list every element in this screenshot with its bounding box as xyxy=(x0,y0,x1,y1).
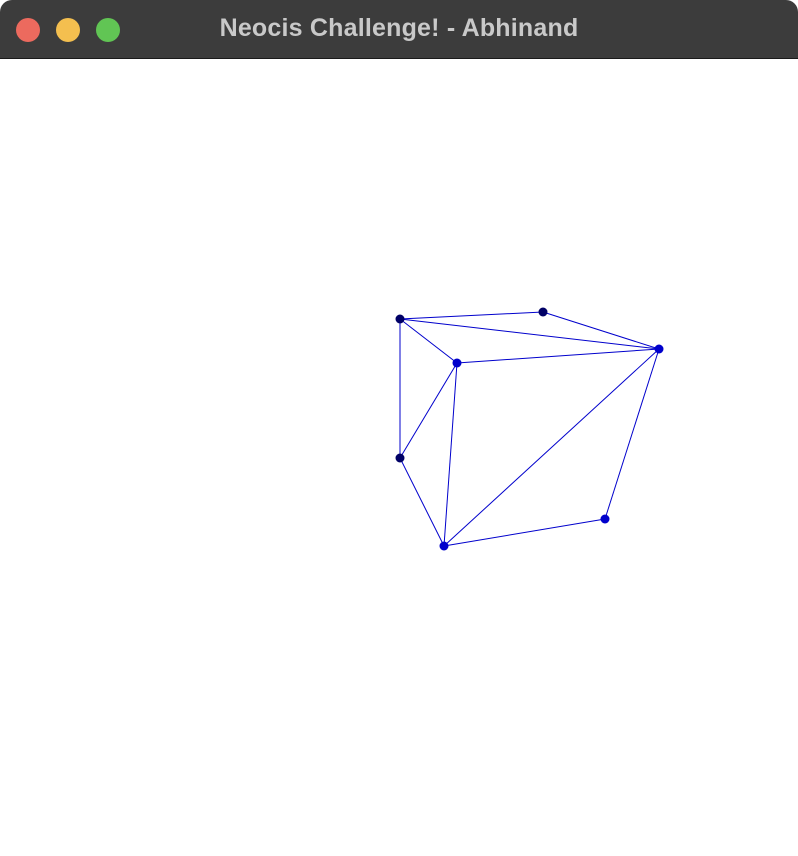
close-window-button[interactable] xyxy=(16,18,40,42)
graph-node-n6[interactable] xyxy=(439,541,449,551)
graph-edge-n5-n4 xyxy=(399,362,458,459)
graph-edge-n1-n2 xyxy=(399,311,544,320)
graph-edge-n3-n7 xyxy=(604,348,660,520)
graph-edge-n2-n3 xyxy=(542,311,660,350)
title-bar[interactable]: Neocis Challenge! - Abhinand xyxy=(0,0,798,59)
minimize-window-button[interactable] xyxy=(56,18,80,42)
graph-node-n2[interactable] xyxy=(538,307,548,317)
graph-edge-n4-n3 xyxy=(456,348,660,364)
zoom-window-button[interactable] xyxy=(96,18,120,42)
graph-nodes[interactable] xyxy=(395,307,664,551)
graph-node-n7[interactable] xyxy=(600,514,610,524)
graph-node-n1[interactable] xyxy=(395,314,405,324)
graph-edge-n6-n3 xyxy=(443,348,660,547)
graph-edge-n1-n4 xyxy=(399,318,458,364)
graph-node-n3[interactable] xyxy=(654,344,664,354)
graph-edge-n7-n6 xyxy=(443,518,606,547)
graph-edge-n5-n6 xyxy=(399,457,445,547)
graph-edge-n1-n3 xyxy=(399,318,660,350)
graph-edge-n4-n6 xyxy=(443,362,458,547)
graph-edges xyxy=(399,311,660,547)
graph-node-n4[interactable] xyxy=(452,358,462,368)
window-title: Neocis Challenge! - Abhinand xyxy=(219,14,579,42)
graph-node-n5[interactable] xyxy=(395,453,405,463)
